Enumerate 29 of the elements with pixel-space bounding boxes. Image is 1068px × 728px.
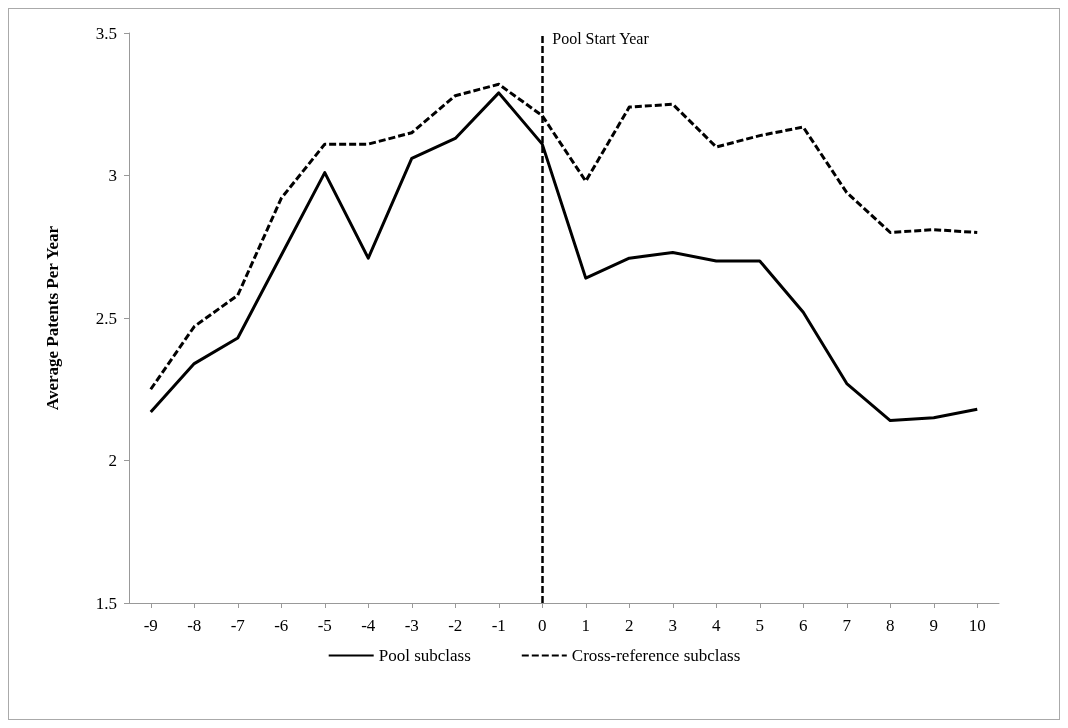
x-tick-label: 10 (968, 616, 986, 635)
x-tick-label: 7 (842, 616, 852, 635)
x-tick-label: -8 (187, 616, 202, 635)
x-tick-label: -5 (317, 616, 332, 635)
x-tick-label: -6 (274, 616, 289, 635)
x-tick-label: -9 (143, 616, 158, 635)
x-tick-label: -3 (404, 616, 419, 635)
x-tick-label: -1 (491, 616, 506, 635)
x-tick-label: 9 (929, 616, 938, 635)
y-tick-label: 2 (108, 451, 117, 470)
y-tick-label: 3.5 (95, 23, 117, 43)
x-tick-label: 1 (581, 616, 590, 635)
x-tick-label: 4 (712, 616, 721, 635)
x-tick-label: -7 (230, 616, 246, 635)
x-tick-label: 6 (799, 616, 808, 635)
x-tick-label: -2 (448, 616, 463, 635)
y-axis-title: Average Patents Per Year (43, 225, 62, 411)
x-tick-label: 8 (886, 616, 895, 635)
x-tick-label: 5 (755, 616, 764, 635)
x-tick-label: -4 (361, 616, 376, 635)
x-tick-label: 0 (538, 616, 547, 635)
legend-label: Pool subclass (378, 646, 471, 665)
y-tick-label: 1.5 (95, 593, 117, 613)
y-tick-label: 2.5 (95, 308, 117, 328)
y-tick-label: 3 (108, 166, 117, 185)
x-tick-label: 2 (625, 616, 634, 635)
legend-label: Cross-reference subclass (571, 646, 741, 665)
ref-line-label: Pool Start Year (552, 29, 650, 47)
x-tick-label: 3 (668, 616, 677, 635)
